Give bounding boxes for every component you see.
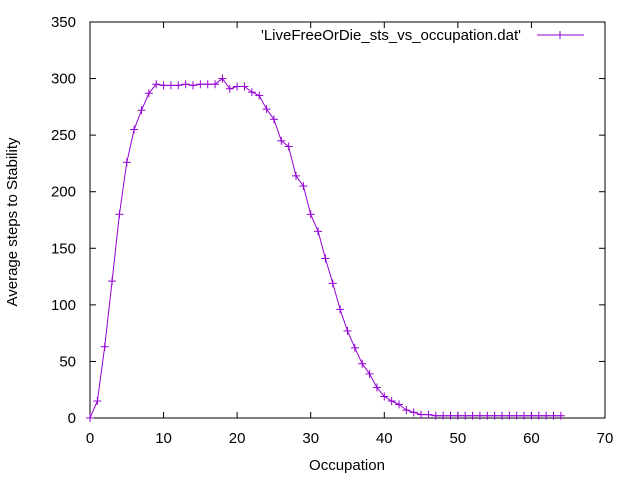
data-point [498, 411, 506, 420]
data-point [211, 80, 220, 89]
data-point [284, 142, 293, 151]
data-point [166, 81, 175, 90]
data-point [372, 383, 381, 392]
x-tick-label: 10 [155, 430, 172, 447]
data-point [269, 115, 278, 124]
x-tick-label: 20 [229, 430, 246, 447]
data-point [218, 74, 227, 83]
data-point [395, 400, 403, 409]
data-point [328, 279, 337, 288]
data-point [512, 411, 521, 420]
data-point [277, 136, 286, 145]
x-tick-label: 0 [86, 430, 94, 447]
x-tick-label: 50 [450, 430, 467, 447]
data-point [321, 254, 330, 263]
y-tick-label: 150 [51, 240, 76, 257]
data-point [196, 80, 205, 89]
x-tick-label: 70 [597, 430, 614, 447]
data-point [336, 305, 345, 314]
data-point [137, 106, 146, 115]
x-axis-label: Occupation [309, 457, 385, 474]
data-point [475, 411, 484, 420]
legend-marker [556, 31, 564, 39]
x-tick-label: 40 [376, 430, 393, 447]
data-point [461, 411, 470, 420]
data-point [439, 411, 448, 420]
data-point [468, 411, 477, 420]
data-point [292, 171, 300, 180]
x-tick-label: 30 [302, 430, 319, 447]
legend: 'LiveFreeOrDie_sts_vs_occupation.dat' [261, 27, 584, 44]
data-point [262, 105, 271, 114]
series-line [89, 77, 561, 419]
data-point [181, 80, 190, 89]
data-point [387, 397, 396, 406]
y-tick-label: 200 [51, 184, 76, 201]
data-point [115, 210, 124, 219]
y-tick-label: 250 [51, 127, 76, 144]
data-point [144, 89, 153, 98]
data-point [402, 406, 411, 415]
data-point [343, 326, 352, 335]
data-point [350, 343, 359, 352]
data-point [86, 414, 94, 422]
data-point [490, 411, 499, 420]
data-point [152, 80, 161, 89]
data-point [505, 411, 514, 420]
data-point [306, 210, 315, 219]
data-point [100, 342, 109, 351]
data-point [247, 88, 256, 97]
data-point [431, 411, 440, 420]
data-point [556, 411, 565, 420]
data-point [542, 411, 551, 420]
data-point [255, 91, 264, 100]
data-point [108, 277, 117, 286]
data-point [225, 84, 234, 93]
data-point [93, 397, 102, 406]
data-point [130, 125, 139, 134]
legend-label: 'LiveFreeOrDie_sts_vs_occupation.dat' [261, 27, 521, 44]
y-axis-title-group: Average steps to Stability [4, 137, 21, 306]
data-point [203, 80, 212, 89]
data-point [240, 82, 249, 91]
data-point [299, 182, 308, 191]
data-point [189, 81, 197, 90]
data-point [534, 411, 543, 420]
data-point [174, 81, 183, 90]
data-point [446, 411, 455, 420]
data-point [380, 392, 389, 401]
data-point [314, 227, 323, 236]
y-axis-label: Average steps to Stability [4, 137, 21, 306]
y-tick-label: 300 [51, 71, 76, 88]
data-point [424, 410, 433, 419]
y-tick-label: 350 [51, 14, 76, 31]
data-point [365, 369, 374, 378]
x-tick-label: 60 [523, 430, 540, 447]
plot-area [86, 74, 565, 422]
data-point [409, 408, 418, 417]
data-point [527, 411, 536, 420]
data-point [520, 411, 529, 420]
data-point [417, 410, 426, 419]
data-point [233, 82, 242, 91]
data-point [453, 411, 462, 420]
data-point [483, 411, 492, 420]
axes: 0 10 20 30 40 50 60 70 0 50 100 150 200 250 300 350 [51, 14, 613, 447]
y-tick-label: 0 [68, 410, 76, 427]
y-tick-label: 50 [59, 353, 76, 370]
data-point [159, 81, 168, 90]
data-point [122, 158, 131, 167]
plot-border [89, 21, 606, 419]
y-tick-label: 100 [51, 297, 76, 314]
data-point [549, 411, 558, 420]
data-point [358, 359, 367, 368]
